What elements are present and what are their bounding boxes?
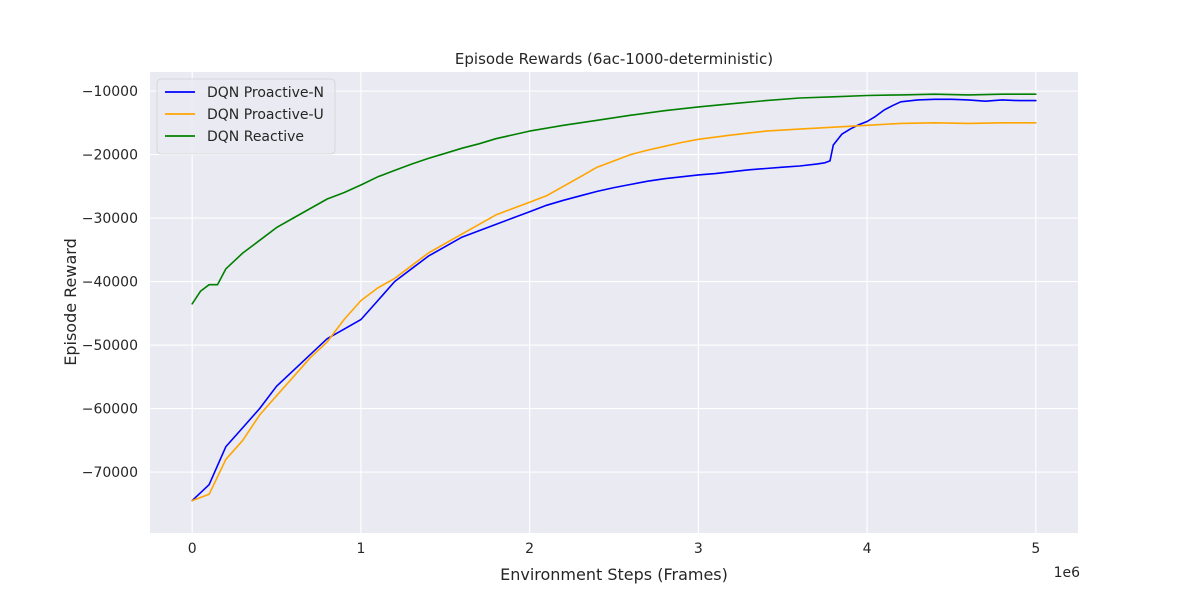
legend-label: DQN Proactive-U <box>207 107 324 123</box>
x-tick-label: 2 <box>525 541 534 557</box>
x-ticks: 0 1 2 3 4 5 <box>188 541 1041 557</box>
legend-box <box>156 78 336 155</box>
y-tick-label: −40000 <box>82 275 138 291</box>
y-ticks: −70000 −60000 −50000 −40000 −30000 −20000 −100… <box>82 84 138 481</box>
x-tick-label: 5 <box>1031 541 1040 557</box>
x-tick-label: 0 <box>188 541 197 557</box>
y-tick-label: −20000 <box>82 148 138 164</box>
x-tick-label: 3 <box>694 541 703 557</box>
x-tick-label: 4 <box>863 541 872 557</box>
x-axis-title: Environment Steps (Frames) <box>500 565 728 584</box>
grid <box>150 72 1078 533</box>
y-tick-label: −30000 <box>82 211 138 227</box>
x-tick-label: 1 <box>356 541 365 557</box>
series-layer <box>191 93 1037 502</box>
chart-title: Episode Rewards (6ac-1000-deterministic) <box>455 50 773 68</box>
series-line-1 <box>191 98 1037 502</box>
legend-label: DQN Reactive <box>207 129 304 145</box>
y-tick-label: −70000 <box>82 465 138 481</box>
series-line-2 <box>191 122 1037 502</box>
legend: DQN Proactive-N DQN Proactive-U DQN Reacti… <box>156 78 336 155</box>
legend-label: DQN Proactive-N <box>207 85 324 101</box>
y-tick-label: −60000 <box>82 402 138 418</box>
x-axis-multiplier: 1e6 <box>1054 565 1081 581</box>
y-tick-label: −10000 <box>82 84 138 100</box>
y-tick-label: −50000 <box>82 338 138 354</box>
y-axis-title: Episode Reward <box>61 238 80 366</box>
series-line-3 <box>191 93 1037 305</box>
